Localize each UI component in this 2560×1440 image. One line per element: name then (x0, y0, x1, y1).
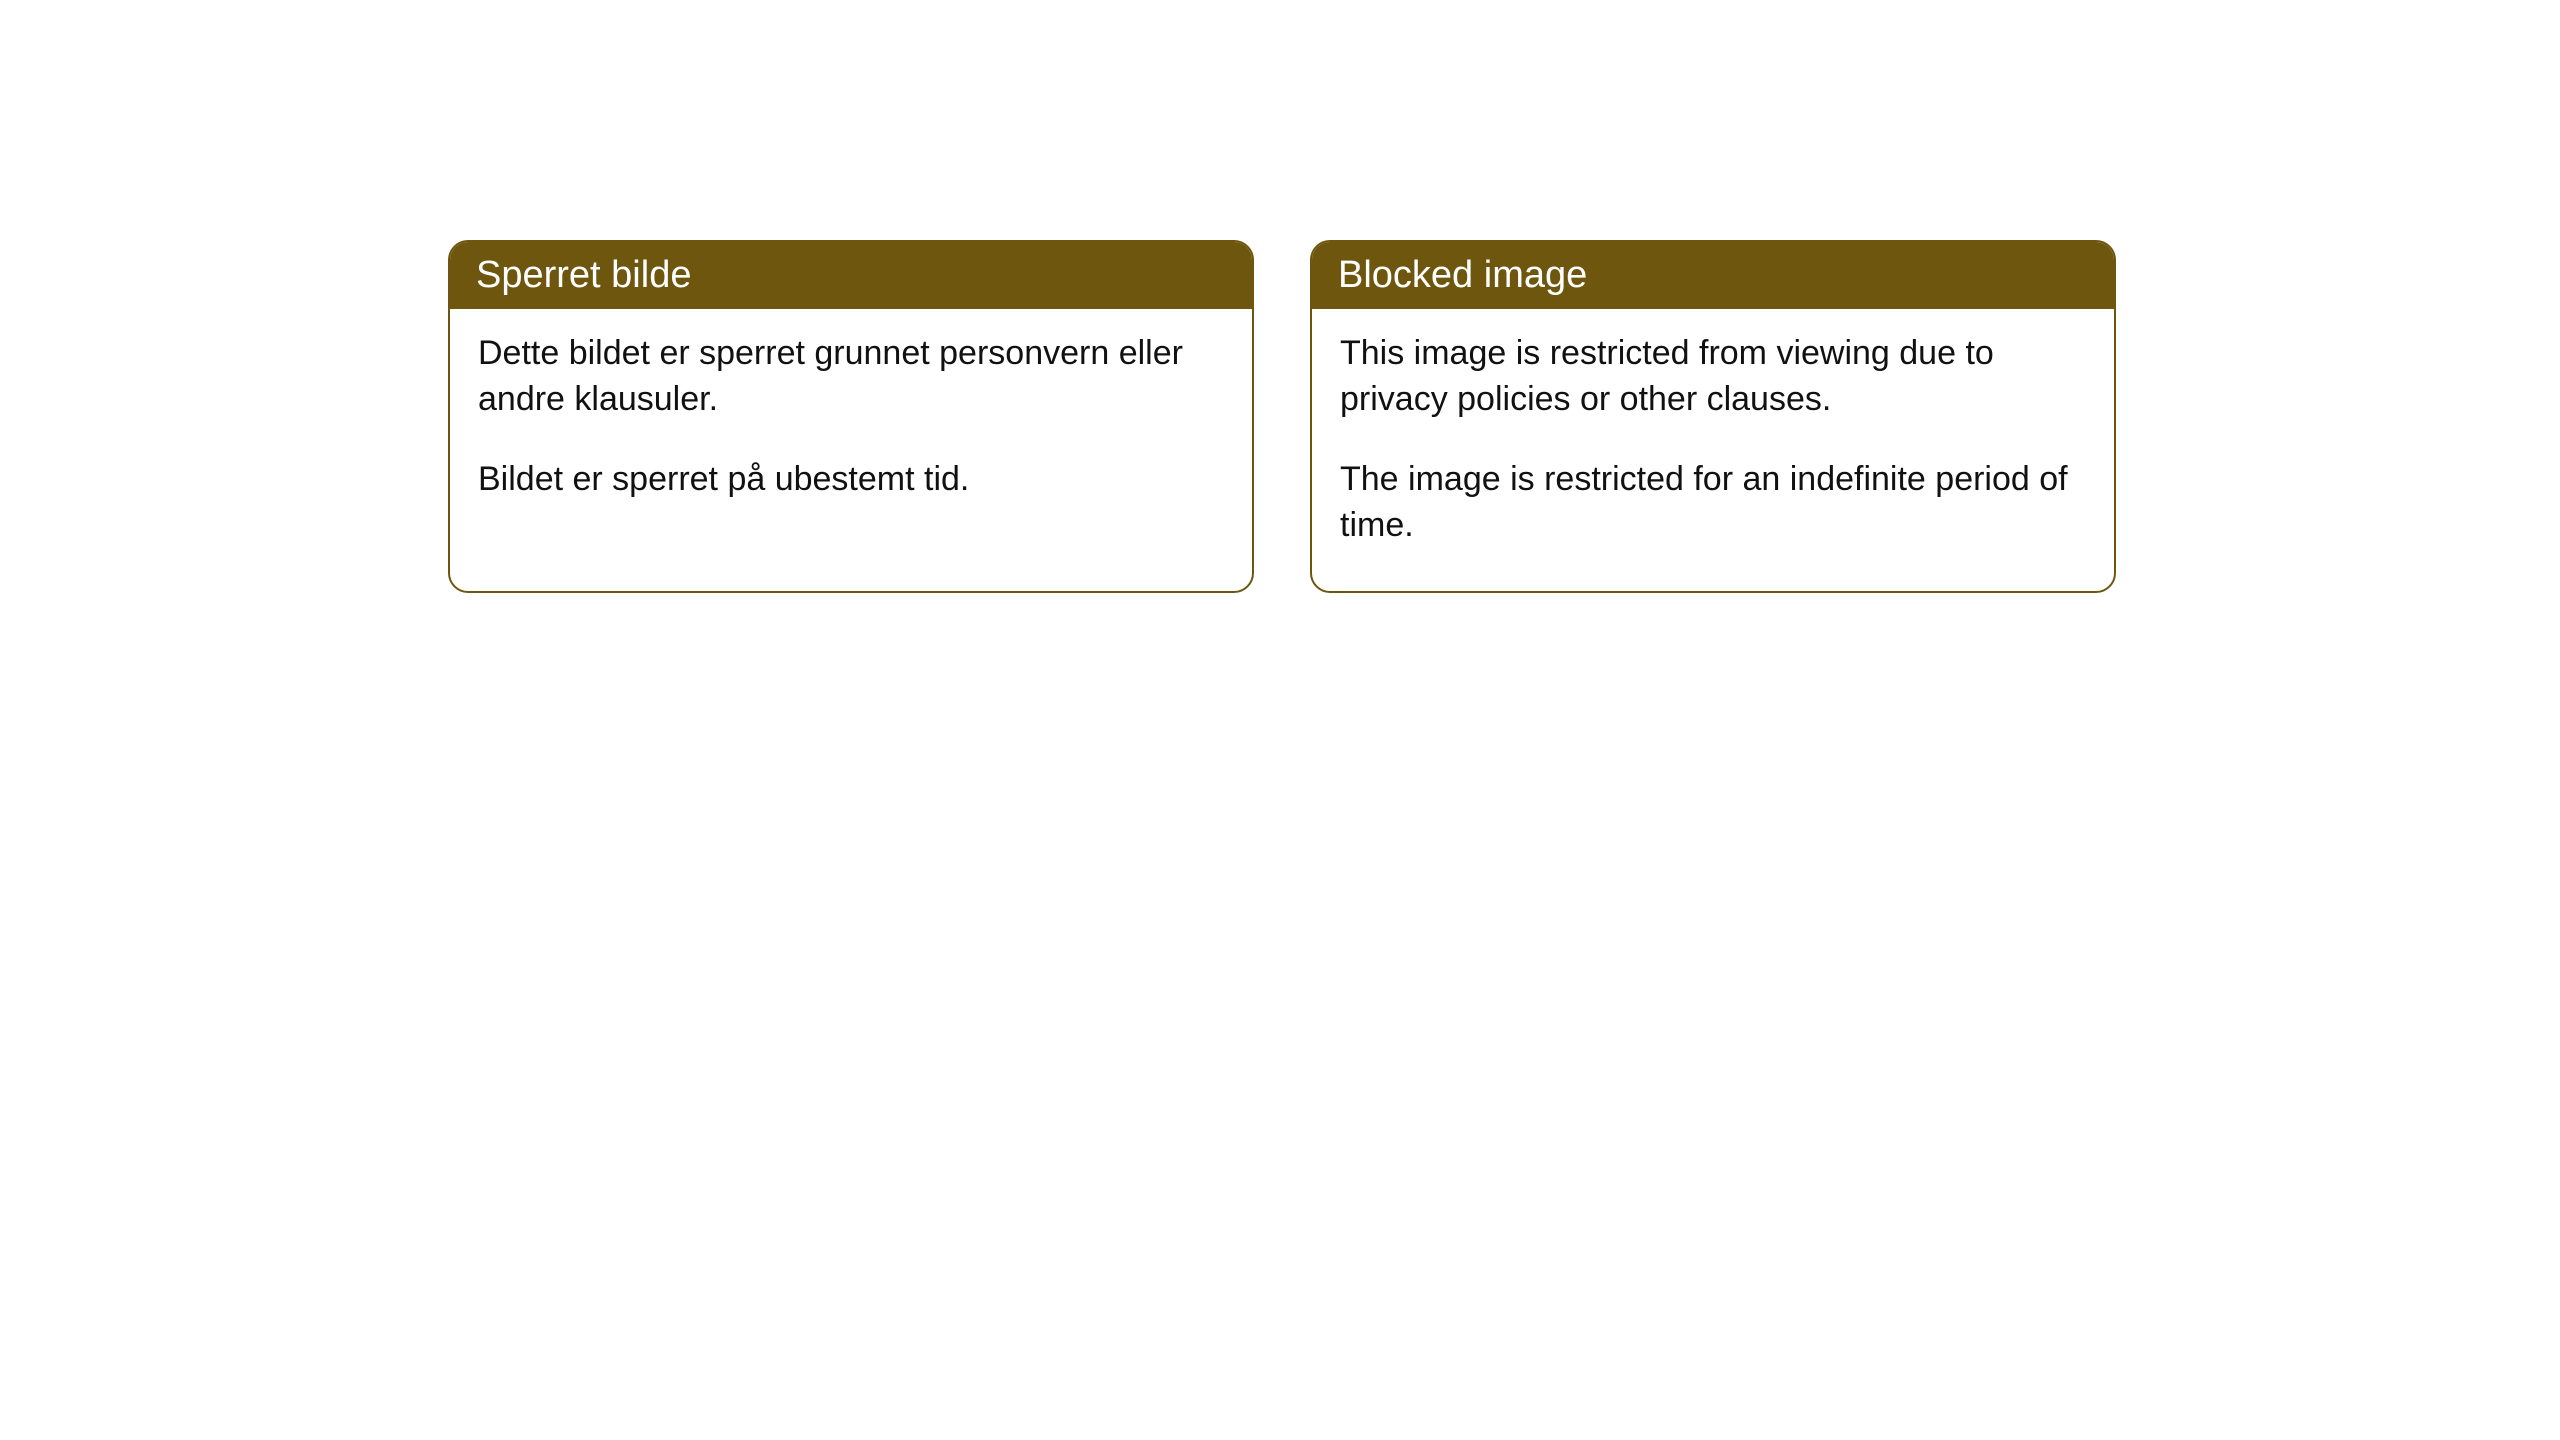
blocked-image-card-english: Blocked image This image is restricted f… (1310, 240, 2116, 593)
card-header-norwegian: Sperret bilde (450, 242, 1252, 309)
notice-cards-container: Sperret bilde Dette bildet er sperret gr… (448, 240, 2560, 593)
card-paragraph-2: The image is restricted for an indefinit… (1340, 457, 2086, 549)
card-body-norwegian: Dette bildet er sperret grunnet personve… (450, 309, 1252, 545)
card-paragraph-1: Dette bildet er sperret grunnet personve… (478, 331, 1224, 423)
card-body-english: This image is restricted from viewing du… (1312, 309, 2114, 591)
card-header-english: Blocked image (1312, 242, 2114, 309)
card-title: Blocked image (1338, 254, 1587, 296)
card-paragraph-2: Bildet er sperret på ubestemt tid. (478, 457, 1224, 503)
card-paragraph-1: This image is restricted from viewing du… (1340, 331, 2086, 423)
card-title: Sperret bilde (476, 254, 691, 296)
blocked-image-card-norwegian: Sperret bilde Dette bildet er sperret gr… (448, 240, 1254, 593)
